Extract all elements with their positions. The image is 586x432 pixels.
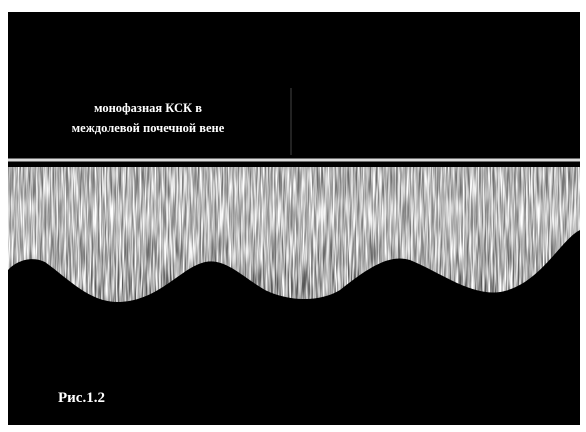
figure-label: Рис.1.2	[58, 390, 105, 406]
page: монофазная КСК в междолевой почечной вен…	[0, 0, 586, 432]
doppler-image: монофазная КСК в междолевой почечной вен…	[0, 0, 586, 432]
spectral-waveform	[8, 167, 580, 302]
caption-line: междолевой почечной вене	[72, 121, 225, 135]
caption-line: монофазная КСК в	[94, 101, 202, 115]
